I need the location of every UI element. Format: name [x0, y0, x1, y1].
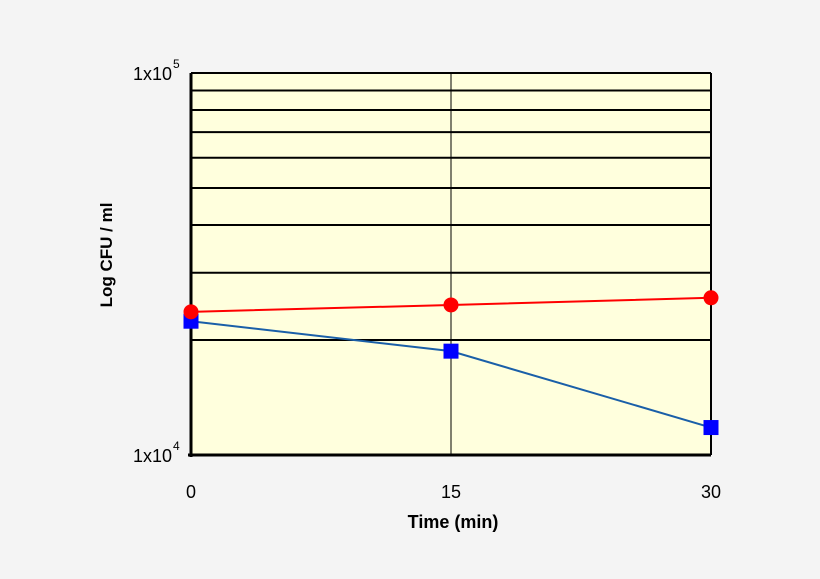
x-axis-title: Time (min) — [408, 512, 499, 532]
marker-circle — [183, 304, 199, 320]
marker-circle — [443, 297, 459, 313]
marker-circle — [703, 290, 719, 306]
y-tick-label: 1x10 — [133, 64, 172, 84]
y-tick-exponent: 4 — [173, 439, 180, 453]
x-tick-label: 0 — [186, 482, 196, 502]
marker-square — [443, 343, 459, 359]
y-axis-title: Log CFU / ml — [97, 203, 116, 308]
marker-square — [703, 420, 719, 436]
x-tick-label: 30 — [701, 482, 721, 502]
x-tick-label: 15 — [441, 482, 461, 502]
y-tick-exponent: 5 — [173, 57, 180, 71]
y-tick-label: 1x10 — [133, 446, 172, 466]
